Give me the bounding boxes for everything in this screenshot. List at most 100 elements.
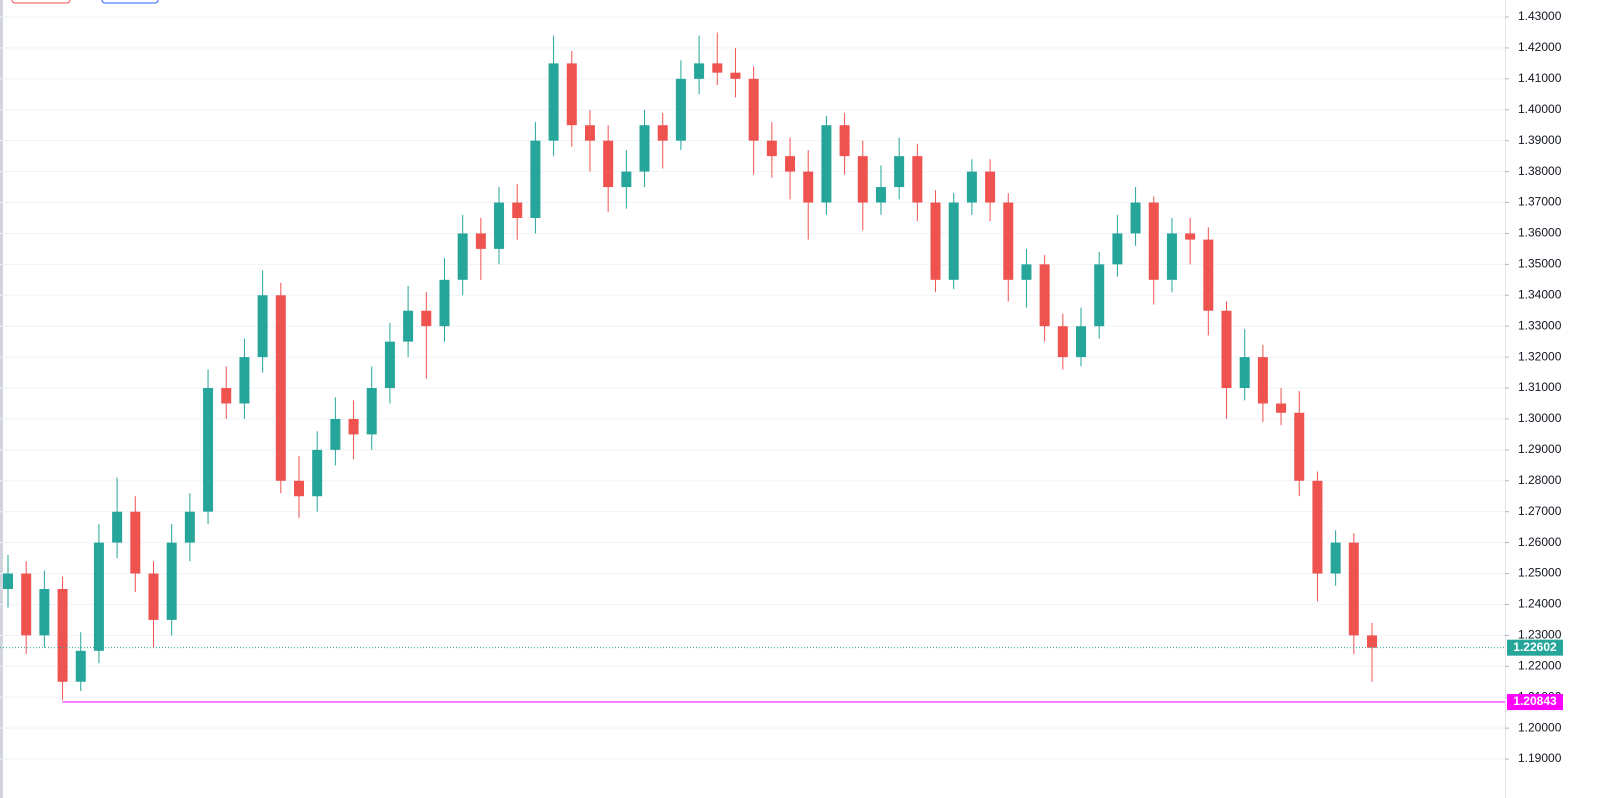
candle-body [584,125,595,141]
y-tick-label: 1.43000 [1518,9,1562,23]
candle-body [1330,542,1341,574]
candle-body [803,171,814,203]
candle-body [657,125,668,141]
candle-body [857,156,868,203]
candle-body [1239,357,1250,389]
candle-body [494,202,505,249]
candle-body [512,202,523,218]
candle-body [603,140,614,188]
candle-body [839,125,850,157]
candle-body [1367,635,1377,648]
candle-body [366,388,377,435]
candle-body [875,187,886,203]
candle-body [894,156,905,188]
y-tick-label: 1.38000 [1518,164,1562,178]
candle-body [730,72,741,79]
price-label-box [1507,694,1563,711]
candle-body [1130,202,1141,234]
candle-body [21,573,32,636]
candle-body [348,418,359,435]
candle-body [1203,239,1214,311]
y-tick-label: 1.37000 [1518,195,1562,209]
y-tick-label: 1.33000 [1518,318,1562,332]
candle-body [985,171,996,203]
y-tick-label: 1.39000 [1518,133,1562,147]
toolbar-button[interactable] [101,0,159,4]
candle-body [1057,326,1068,358]
candle-body [112,511,123,543]
candle-body [1076,326,1087,358]
price-label: 1.20843 [1513,694,1557,708]
candle-body [75,650,86,682]
candle-body [421,310,432,327]
candle-body [785,156,796,172]
y-tick-label: 1.36000 [1518,226,1562,240]
candle-body [3,573,13,589]
candle-body [203,388,214,512]
candle-body [275,295,286,481]
candle-body [239,357,250,404]
candle-body [1348,542,1359,636]
candle-body [1221,310,1232,389]
y-tick-label: 1.32000 [1518,349,1562,363]
price-label: 1.22602 [1513,640,1557,654]
candle-body [966,171,977,203]
y-tick-label: 1.41000 [1518,71,1562,85]
y-tick-label: 1.26000 [1518,535,1562,549]
y-tick-label: 1.29000 [1518,442,1562,456]
candle-body [130,511,141,574]
candle-body [712,63,723,73]
toolbar-button[interactable] [11,0,71,4]
candle-body [1185,233,1196,240]
candle-body [1257,357,1268,404]
y-tick-label: 1.25000 [1518,566,1562,580]
left-edge [0,0,3,798]
y-tick-label: 1.40000 [1518,102,1562,116]
candle-body [330,418,341,450]
candle-body [166,542,177,620]
candle-body [548,63,559,141]
candle-body [384,341,395,389]
candle-body [148,573,159,620]
candle-body [221,388,232,404]
candle-body [675,78,686,141]
candle-body [621,171,632,188]
candle-body [1166,233,1177,280]
candle-body [694,63,705,79]
candle-body [639,125,650,172]
candle-body [766,140,777,157]
y-tick-label: 1.20000 [1518,720,1562,734]
y-tick-label: 1.30000 [1518,411,1562,425]
candle-body [57,588,68,682]
candle-body [530,140,541,218]
candle-body [1021,264,1032,280]
candle-body [257,295,268,358]
y-tick-label: 1.28000 [1518,473,1562,487]
y-tick-label: 1.24000 [1518,597,1562,611]
candle-body [948,202,959,280]
candle-body [184,511,195,543]
candle-body [403,310,414,342]
candle-body [457,233,468,280]
price-label-box [1507,639,1563,656]
candle-body [821,125,832,203]
candle-body [1148,202,1159,280]
candle-body [912,156,923,203]
candle-body [475,233,486,249]
candle-body [439,279,450,327]
candle-body [293,480,304,497]
y-tick-label: 1.35000 [1518,257,1562,271]
candle-body [1276,403,1287,413]
candle-body [566,63,577,126]
candle-body [1112,233,1123,265]
y-tick-label: 1.42000 [1518,40,1562,54]
y-tick-label: 1.31000 [1518,380,1562,394]
candle-body [312,449,323,497]
y-tick-label: 1.34000 [1518,287,1562,301]
candle-body [1094,264,1105,327]
candle-body [39,588,50,636]
y-tick-label: 1.23000 [1518,628,1562,642]
y-tick-label: 1.27000 [1518,504,1562,518]
